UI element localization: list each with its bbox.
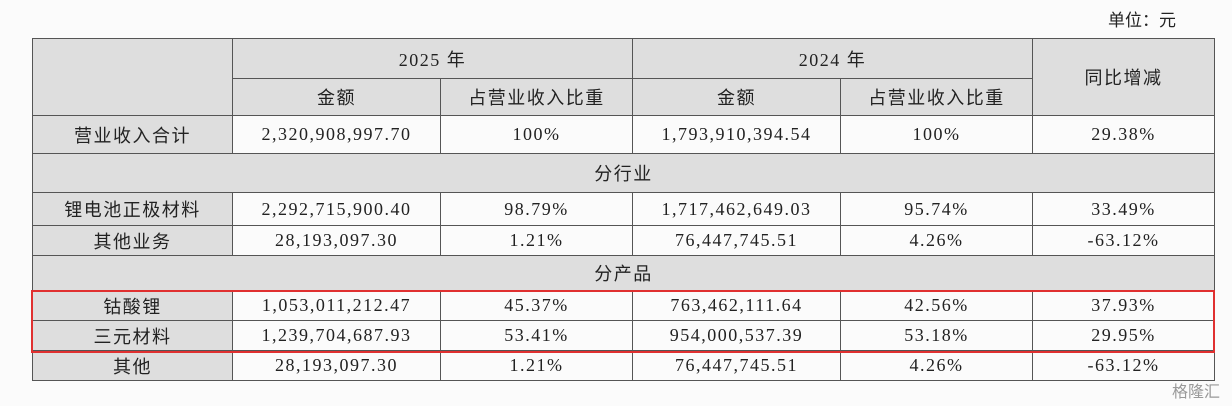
table-row: 其他 28,193,097.30 1.21% 76,447,745.51 4.26% -6… <box>32 350 1215 381</box>
revenue-table: 2025 年 2024 年同比增减 金额 占营业收入比重 金额 占营业收入比重 营业收入合计… <box>32 38 1215 381</box>
sub-header: 金额 <box>232 78 441 116</box>
highlight-box <box>31 290 1215 353</box>
table-row: 三元材料 1,239,704,687.93 53.41% 954,000,537.39… <box>32 320 1215 351</box>
cell: 2,320,908,997.70 <box>232 115 441 154</box>
cell: 28,193,097.30 <box>232 225 441 256</box>
year-header: 2025 年 <box>232 38 633 79</box>
cell: 29.95% <box>1032 320 1215 351</box>
cell: 1.21% <box>440 225 633 256</box>
table-row: 分行业 <box>32 153 1215 193</box>
year-header: 2024 年 <box>632 38 1033 79</box>
watermark: 格隆汇 <box>1171 382 1220 401</box>
section-header: 分行业 <box>32 153 1215 193</box>
header-blank <box>32 38 233 116</box>
table-row: 2025 年 2024 年同比增减 <box>32 38 1215 116</box>
cell: 1,793,910,394.54 <box>632 115 841 154</box>
cell: 76,447,745.51 <box>632 350 841 381</box>
sub-header: 占营业收入比重 <box>440 78 633 116</box>
section-header: 分产品 <box>32 255 1215 291</box>
cell: 4.26% <box>840 350 1033 381</box>
row-label: 钴酸锂 <box>32 290 233 321</box>
sub-header: 金额 <box>632 78 841 116</box>
change-header: 同比增减 <box>1032 38 1215 116</box>
row-label: 锂电池正极材料 <box>32 192 233 226</box>
cell: 954,000,537.39 <box>632 320 841 351</box>
table-row: 金额 占营业收入比重 金额 占营业收入比重 <box>33 78 1215 116</box>
cell: 76,447,745.51 <box>632 225 841 256</box>
cell: 33.49% <box>1032 192 1215 226</box>
table-row: 锂电池正极材料 2,292,715,900.40 98.79% 1,717,462,6… <box>32 192 1215 226</box>
cell: 95.74% <box>840 192 1033 226</box>
cell: 28,193,097.30 <box>232 350 441 381</box>
table-row: 其他业务 28,193,097.30 1.21% 76,447,745.51 4.26%… <box>32 225 1215 256</box>
row-label: 营业收入合计 <box>32 115 233 154</box>
cell: 100% <box>440 115 633 154</box>
cell: 4.26% <box>840 225 1033 256</box>
cell: 1,717,462,649.03 <box>632 192 841 226</box>
unit-note: 单位：元 <box>1108 11 1176 30</box>
cell: 2,292,715,900.40 <box>232 192 441 226</box>
cell: 98.79% <box>440 192 633 226</box>
row-label: 其他业务 <box>32 225 233 256</box>
row-label: 其他 <box>32 350 233 381</box>
cell: 29.38% <box>1032 115 1215 154</box>
cell: -63.12% <box>1032 350 1215 381</box>
table-row: 营业收入合计 2,320,908,997.70 100% 1,793,910,394.… <box>32 115 1215 154</box>
cell: -63.12% <box>1032 225 1215 256</box>
sub-header: 占营业收入比重 <box>840 78 1033 116</box>
cell: 1.21% <box>440 350 633 381</box>
cell: 100% <box>840 115 1033 154</box>
table-row: 分产品 <box>32 255 1215 291</box>
